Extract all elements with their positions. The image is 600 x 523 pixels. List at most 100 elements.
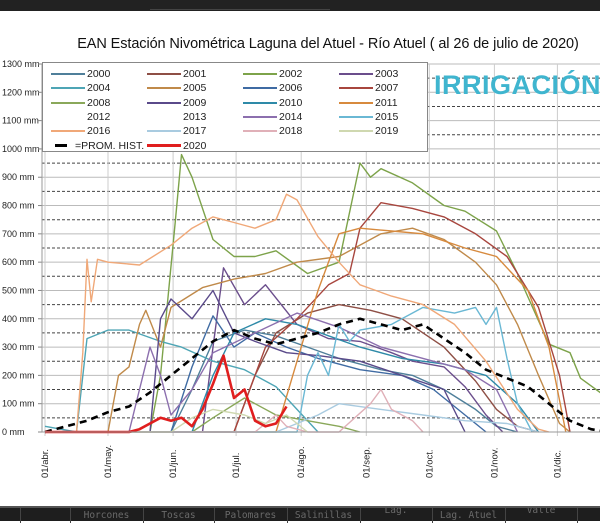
legend-item: 2008 <box>51 96 110 110</box>
legend-item: 2014 <box>243 110 302 124</box>
legend-item: 2000 <box>51 67 110 81</box>
top-window-bar <box>0 0 600 11</box>
legend-swatch <box>147 101 181 104</box>
legend-item: 2007 <box>339 81 398 95</box>
legend-item: 2019 <box>339 124 398 138</box>
chart-title: EAN Estación Nivométrica Laguna del Atue… <box>77 36 579 52</box>
series-line-2000 <box>45 329 518 433</box>
legend-label: 2004 <box>87 82 111 95</box>
legend-item: 2005 <box>147 81 206 95</box>
legend-label: 2000 <box>87 68 111 80</box>
legend-swatch <box>243 87 277 90</box>
legend-swatch <box>339 115 373 118</box>
legend-swatch <box>51 130 85 133</box>
table-cell: Salinillas <box>287 508 361 523</box>
y-tick-label: 1200 mm <box>2 87 40 97</box>
table-cell: Horcones <box>70 508 144 523</box>
y-axis-ticks: 0 mm 100 mm 200 mm 300 mm 400 mm 500 mm 600 mm… <box>2 59 42 437</box>
legend-label: 2018 <box>279 125 303 138</box>
y-tick-label: 700 mm <box>2 229 35 239</box>
table-cell: Valle <box>505 508 578 523</box>
x-tick-label: 01/jul. <box>231 453 242 478</box>
y-tick-label: 1100 mm <box>2 116 39 126</box>
chart-svg: 0 mm 100 mm 200 mm 300 mm 400 mm 500 mm 600 mm… <box>2 59 600 478</box>
legend-item: 2017 <box>147 124 206 138</box>
top-bar-ghost <box>150 0 330 10</box>
legend-item: 2012 <box>51 110 110 124</box>
legend-label: 2020 <box>183 139 207 152</box>
y-tick-label: 200 mm <box>2 370 35 380</box>
y-tick-label: 100 mm <box>2 399 35 409</box>
series-line-2014 <box>45 312 519 433</box>
series-lines <box>44 153 600 434</box>
series-line-2011 <box>45 227 567 433</box>
legend-swatch <box>51 73 85 75</box>
y-tick-label: 1300 mm <box>2 59 40 69</box>
y-tick-label: 600 mm <box>2 257 35 267</box>
table-cell: Toscas <box>143 508 215 523</box>
x-tick-label: 01/abr. <box>40 449 51 478</box>
x-tick-label: 01/nov. <box>489 448 500 478</box>
legend-label: 2012 <box>87 110 111 123</box>
legend-swatch <box>51 101 85 104</box>
y-tick-label: 400 mm <box>2 314 35 324</box>
legend-label: 2005 <box>183 82 207 95</box>
legend-swatch <box>243 101 277 104</box>
legend-label: 2014 <box>279 110 303 123</box>
table-cell <box>0 508 21 523</box>
legend-label: 2011 <box>375 96 398 109</box>
x-tick-label: 01/jun. <box>168 449 179 478</box>
legend-swatch <box>243 115 277 118</box>
table-cell <box>20 508 71 523</box>
legend-swatch <box>243 73 277 75</box>
legend-label: 2017 <box>183 125 207 138</box>
series-line-2004 <box>44 329 319 433</box>
legend-item: 2006 <box>243 81 302 95</box>
legend-swatch <box>339 130 373 133</box>
y-tick-label: 0 mm <box>2 427 25 437</box>
legend-item: 2004 <box>51 81 110 95</box>
series-line-2010 <box>45 318 540 433</box>
legend-label: 2002 <box>279 68 303 80</box>
x-tick-label: 01/ago. <box>296 446 307 478</box>
legend-label: 2013 <box>183 110 207 123</box>
legend-item: 2013 <box>147 110 206 124</box>
legend-swatch <box>339 87 373 90</box>
legend-item: 2001 <box>147 67 206 81</box>
series-line-2002 <box>45 153 600 433</box>
series-line-2005 <box>45 227 571 433</box>
x-tick-label: 01/may. <box>103 445 114 478</box>
legend-swatch <box>243 130 277 133</box>
table-cell: Palomares <box>214 508 288 523</box>
legend-item: 2011 <box>339 96 398 110</box>
y-tick-label: 500 mm <box>2 285 35 295</box>
legend-item: 2010 <box>243 96 302 110</box>
legend-swatch <box>147 115 181 118</box>
bottom-table-strip: Horcones Toscas Palomares Salinillas Lag. Lag… <box>0 506 600 523</box>
legend-label: =PROM. HIST. <box>75 139 145 152</box>
legend-item: =PROM. HIST. <box>51 139 144 153</box>
series-line-2019 <box>45 408 308 433</box>
series-line-2008 <box>45 397 361 433</box>
legend-swatch <box>51 115 85 118</box>
legend-label: 2003 <box>375 68 399 80</box>
legend-item: 2018 <box>243 124 302 138</box>
legend-label: 2015 <box>375 110 399 123</box>
chart-legend: 2000 2001 2002 2003 2004 2005 2006 2007 2008 2009… <box>42 62 428 152</box>
table-cell: Lag. Atuel <box>432 508 506 523</box>
legend-label: 2019 <box>375 125 399 138</box>
legend-swatch <box>339 101 373 104</box>
legend-item: 2002 <box>243 67 302 81</box>
series-line-2016 <box>45 193 550 433</box>
legend-label: 2006 <box>279 82 303 95</box>
y-tick-label: 900 mm <box>2 172 35 182</box>
legend-label: 2010 <box>279 96 303 109</box>
x-tick-label: 01/dic. <box>552 450 563 478</box>
legend-swatch <box>147 87 181 90</box>
legend-label: 2007 <box>375 82 399 95</box>
legend-item: 2020 <box>147 139 206 153</box>
legend-swatch <box>147 130 181 133</box>
series-line-prom-hist- <box>44 317 600 434</box>
y-tick-label: 1000 mm <box>2 144 40 154</box>
legend-label: 2016 <box>87 125 111 138</box>
